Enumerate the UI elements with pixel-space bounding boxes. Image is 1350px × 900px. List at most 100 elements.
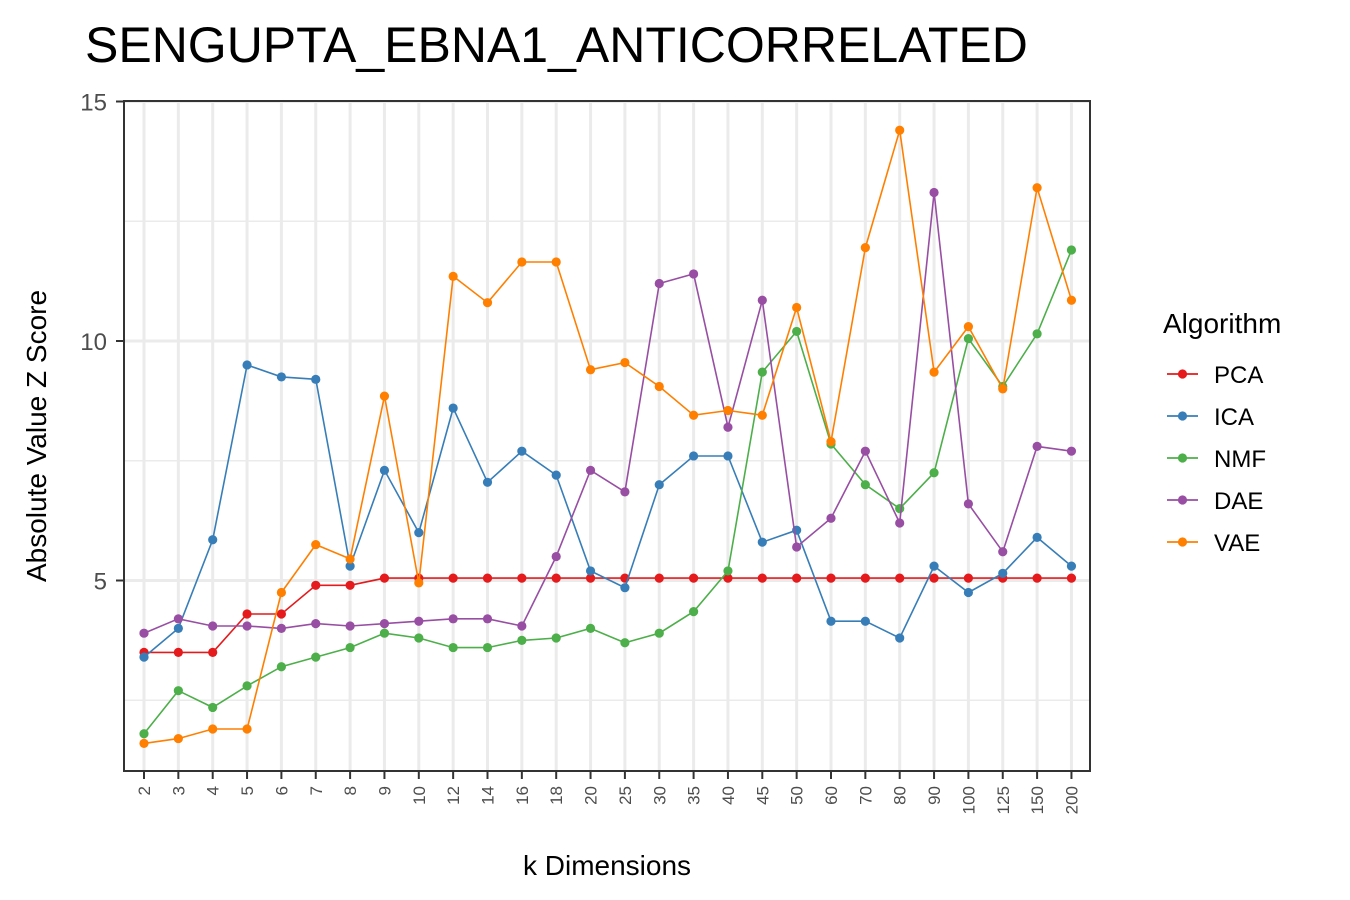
data-point-nmf bbox=[757, 367, 767, 377]
series-layer bbox=[139, 125, 1077, 748]
plot-panel-border bbox=[123, 100, 1091, 772]
x-tick-label: 18 bbox=[547, 786, 566, 805]
data-point-dae bbox=[345, 621, 355, 631]
data-point-ica bbox=[826, 616, 836, 626]
data-point-pca bbox=[173, 647, 183, 657]
data-point-ica bbox=[1032, 532, 1042, 542]
legend-key-point bbox=[1177, 453, 1188, 463]
data-point-dae bbox=[689, 269, 699, 279]
data-point-pca bbox=[757, 573, 767, 583]
data-point-pca bbox=[208, 647, 218, 657]
data-point-nmf bbox=[585, 623, 596, 634]
data-point-ica bbox=[482, 477, 493, 487]
y-axis-label: Absolute Value Z Score bbox=[21, 290, 52, 582]
legend-label: PCA bbox=[1214, 362, 1263, 389]
data-point-ica bbox=[139, 652, 149, 662]
legend-label: DAE bbox=[1214, 488, 1263, 515]
chart-title: SENGUPTA_EBNA1_ANTICORRELATED bbox=[85, 17, 1028, 73]
x-tick-label: 4 bbox=[204, 786, 223, 795]
data-point-dae bbox=[860, 446, 870, 456]
data-point-dae bbox=[139, 628, 149, 638]
data-point-dae bbox=[551, 551, 561, 562]
data-point-vae bbox=[173, 733, 183, 744]
data-point-dae bbox=[792, 542, 802, 552]
data-point-dae bbox=[585, 465, 596, 475]
legend-label: VAE bbox=[1214, 530, 1260, 557]
series-pca bbox=[139, 573, 1077, 657]
data-point-dae bbox=[242, 621, 252, 631]
data-point-ica bbox=[895, 633, 905, 643]
data-point-nmf bbox=[620, 638, 630, 648]
x-tick-label: 125 bbox=[994, 786, 1013, 814]
legend-item-dae: DAE bbox=[1167, 488, 1263, 515]
data-point-nmf bbox=[1032, 329, 1042, 339]
data-point-dae bbox=[482, 614, 493, 624]
data-point-vae bbox=[860, 242, 870, 253]
data-point-pca bbox=[242, 609, 252, 619]
data-point-ica bbox=[276, 372, 286, 382]
data-point-dae bbox=[173, 614, 183, 624]
data-point-ica bbox=[414, 528, 424, 538]
data-point-nmf bbox=[860, 480, 870, 490]
legend-item-vae: VAE bbox=[1167, 530, 1260, 557]
data-point-pca bbox=[1032, 573, 1042, 583]
data-point-vae bbox=[242, 724, 252, 734]
legend-item-ica: ICA bbox=[1167, 404, 1254, 431]
data-point-vae bbox=[929, 367, 939, 377]
legend-label: NMF bbox=[1214, 446, 1266, 473]
data-point-pca bbox=[1066, 573, 1077, 583]
data-point-pca bbox=[551, 573, 561, 583]
data-point-dae bbox=[1032, 441, 1042, 451]
x-tick-label: 8 bbox=[341, 786, 360, 795]
x-tick-label: 3 bbox=[169, 786, 188, 795]
legend-label: ICA bbox=[1214, 404, 1254, 431]
x-tick-label: 100 bbox=[959, 786, 978, 814]
data-point-ica bbox=[620, 583, 630, 593]
data-point-nmf bbox=[448, 642, 458, 653]
x-tick-label: 12 bbox=[444, 786, 463, 805]
legend-item-nmf: NMF bbox=[1167, 446, 1266, 473]
x-tick-label: 16 bbox=[513, 786, 532, 805]
x-tick-label: 45 bbox=[753, 786, 772, 805]
data-point-pca bbox=[963, 573, 974, 583]
data-point-vae bbox=[414, 578, 424, 588]
data-point-pca bbox=[585, 573, 596, 583]
legend: Algorithm PCA ICA NMF DAE VAE bbox=[1163, 308, 1281, 557]
legend-key-point bbox=[1177, 411, 1188, 421]
data-point-dae bbox=[654, 278, 664, 289]
x-tick-label: 40 bbox=[719, 786, 738, 805]
data-point-ica bbox=[860, 616, 870, 626]
data-point-nmf bbox=[414, 633, 424, 643]
data-point-vae bbox=[792, 302, 802, 313]
series-vae bbox=[139, 125, 1077, 748]
legend-key-point bbox=[1177, 495, 1188, 505]
data-point-nmf bbox=[792, 326, 802, 337]
data-point-pca bbox=[792, 573, 802, 583]
data-point-vae bbox=[345, 554, 355, 564]
data-point-pca bbox=[895, 573, 905, 583]
data-point-ica bbox=[345, 561, 355, 571]
data-point-pca bbox=[517, 573, 527, 583]
grid-lines bbox=[124, 100, 1090, 771]
data-point-vae bbox=[482, 298, 493, 308]
series-line-dae bbox=[143, 192, 1072, 634]
data-point-pca bbox=[311, 580, 321, 590]
data-point-nmf bbox=[963, 334, 974, 344]
data-point-ica bbox=[242, 360, 252, 370]
x-tick-label: 20 bbox=[582, 786, 601, 805]
x-axis-label: k Dimensions bbox=[523, 850, 691, 881]
y-tick-label: 10 bbox=[80, 329, 107, 356]
data-point-pca bbox=[448, 573, 458, 583]
data-point-ica bbox=[757, 537, 767, 547]
x-tick-label: 9 bbox=[375, 786, 394, 795]
data-point-nmf bbox=[311, 652, 321, 662]
data-point-ica bbox=[448, 403, 458, 413]
data-point-dae bbox=[998, 547, 1008, 557]
data-point-pca bbox=[482, 573, 493, 583]
data-point-ica bbox=[929, 561, 939, 571]
y-axis: 5 10 15 bbox=[80, 90, 124, 596]
legend-item-pca: PCA bbox=[1167, 362, 1263, 389]
data-point-nmf bbox=[345, 642, 355, 653]
data-point-dae bbox=[517, 621, 527, 631]
data-point-dae bbox=[963, 499, 974, 509]
